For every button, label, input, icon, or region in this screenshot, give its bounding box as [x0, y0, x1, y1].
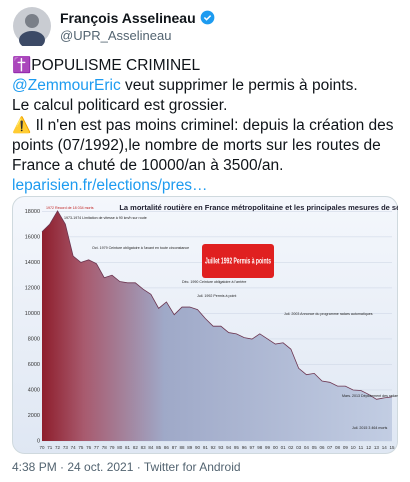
- y-tick-label: 8000: [28, 336, 40, 342]
- annotation: Juil. 2015 3 464 morts: [352, 426, 388, 430]
- x-tick-label: 92: [211, 445, 217, 450]
- x-tick-label: 95: [234, 445, 240, 450]
- x-tick-label: 87: [172, 445, 178, 450]
- chart-image[interactable]: La mortalité routière en France métropol…: [12, 196, 398, 454]
- y-tick-label: 6000: [28, 362, 40, 368]
- x-tick-label: 76: [86, 445, 92, 450]
- annotation: Oct. 1979 Ceinture obligatoire à l'avant…: [92, 246, 189, 250]
- x-tick-label: 79: [109, 445, 115, 450]
- annotation: Déc. 1990 Ceinture obligatoire à l'arriè…: [182, 280, 246, 284]
- chart-title: La mortalité routière en France métropol…: [119, 203, 398, 212]
- annotation: 1973-1974 Limitation de vitesse à 90 km/…: [64, 216, 147, 220]
- x-tick-label: 15: [389, 445, 395, 450]
- x-tick-label: 14: [382, 445, 388, 450]
- x-tick-label: 83: [141, 445, 147, 450]
- tweet-text: ✝️POPULISME CRIMINEL @ZemmourEric veut s…: [12, 56, 404, 196]
- verified-badge: [200, 10, 214, 25]
- tweet-line: Le calcul politicard est grossier.: [12, 97, 228, 114]
- y-tick-label: 16000: [25, 234, 40, 240]
- x-tick-label: 71: [47, 445, 53, 450]
- x-tick-label: 82: [133, 445, 139, 450]
- x-tick-label: 72: [55, 445, 61, 450]
- annotation: 1972 Record de 18 034 morts: [46, 206, 94, 210]
- x-tick-label: 12: [366, 445, 372, 450]
- highlight-box: [202, 244, 274, 278]
- y-tick-label: 2000: [28, 413, 40, 419]
- y-tick-label: 0: [37, 438, 40, 444]
- area-line: [41, 210, 393, 400]
- x-tick-label: 74: [71, 445, 77, 450]
- x-tick-label: 89: [187, 445, 193, 450]
- tweet-line: ⚠️ Il n'en est pas moins criminel: depui…: [12, 117, 394, 174]
- y-tick-label: 18000: [25, 209, 40, 215]
- x-tick-label: 86: [164, 445, 170, 450]
- x-tick-label: 75: [78, 445, 84, 450]
- x-tick-label: 97: [249, 445, 255, 450]
- x-tick-label: 13: [374, 445, 380, 450]
- author-name[interactable]: François Asselineau: [60, 10, 215, 26]
- tweet-footer: 4:38 PM · 24 oct. 2021 · Twitter for And…: [12, 460, 241, 474]
- author-name-text: François Asselineau: [60, 10, 196, 26]
- x-tick-label: 01: [281, 445, 287, 450]
- x-tick-label: 11: [359, 445, 364, 450]
- x-tick-label: 09: [343, 445, 349, 450]
- x-tick-label: 70: [39, 445, 45, 450]
- highlight-text: Juillet 1992 Permis à points: [205, 255, 271, 265]
- x-tick-label: 02: [288, 445, 294, 450]
- x-tick-label: 88: [179, 445, 185, 450]
- x-tick-label: 81: [125, 445, 131, 450]
- x-tick-label: 08: [335, 445, 341, 450]
- x-tick-label: 00: [273, 445, 279, 450]
- annotation: Juil. 1992 Permis à point: [197, 294, 236, 298]
- x-tick-label: 07: [327, 445, 333, 450]
- link[interactable]: leparisien.fr/elections/pres…: [12, 177, 208, 194]
- x-tick-label: 94: [226, 445, 232, 450]
- x-tick-label: 91: [203, 445, 209, 450]
- annotation: Mars. 2013 Déploiement des radars embarq…: [342, 394, 398, 398]
- author-handle[interactable]: @UPR_Asselineau: [60, 28, 172, 43]
- x-tick-label: 77: [94, 445, 100, 450]
- x-tick-label: 98: [257, 445, 263, 450]
- x-tick-label: 10: [351, 445, 357, 450]
- annotation: Juil. 2003 Annonce du programme radars a…: [284, 312, 373, 316]
- y-tick-label: 14000: [25, 260, 40, 266]
- tweet-line-text: veut supprimer le permis à points.: [120, 77, 358, 94]
- x-tick-label: 93: [218, 445, 224, 450]
- x-tick-label: 06: [319, 445, 325, 450]
- y-tick-label: 4000: [28, 387, 40, 393]
- mention[interactable]: @ZemmourEric: [12, 77, 121, 94]
- y-tick-label: 12000: [25, 285, 40, 291]
- avatar[interactable]: [12, 6, 52, 46]
- x-tick-label: 99: [265, 445, 271, 450]
- tweet-line: ✝️POPULISME CRIMINEL: [12, 57, 201, 74]
- area: [42, 210, 392, 441]
- x-tick-label: 78: [102, 445, 108, 450]
- x-tick-label: 85: [156, 445, 162, 450]
- x-tick-label: 73: [63, 445, 69, 450]
- x-tick-label: 03: [296, 445, 302, 450]
- x-tick-label: 90: [195, 445, 201, 450]
- x-tick-label: 84: [148, 445, 154, 450]
- x-tick-label: 05: [312, 445, 318, 450]
- x-tick-label: 04: [304, 445, 310, 450]
- x-tick-label: 96: [242, 445, 248, 450]
- y-tick-label: 10000: [25, 311, 40, 317]
- tweet-line: @ZemmourEric veut supprimer le permis à …: [12, 76, 404, 96]
- x-tick-label: 80: [117, 445, 123, 450]
